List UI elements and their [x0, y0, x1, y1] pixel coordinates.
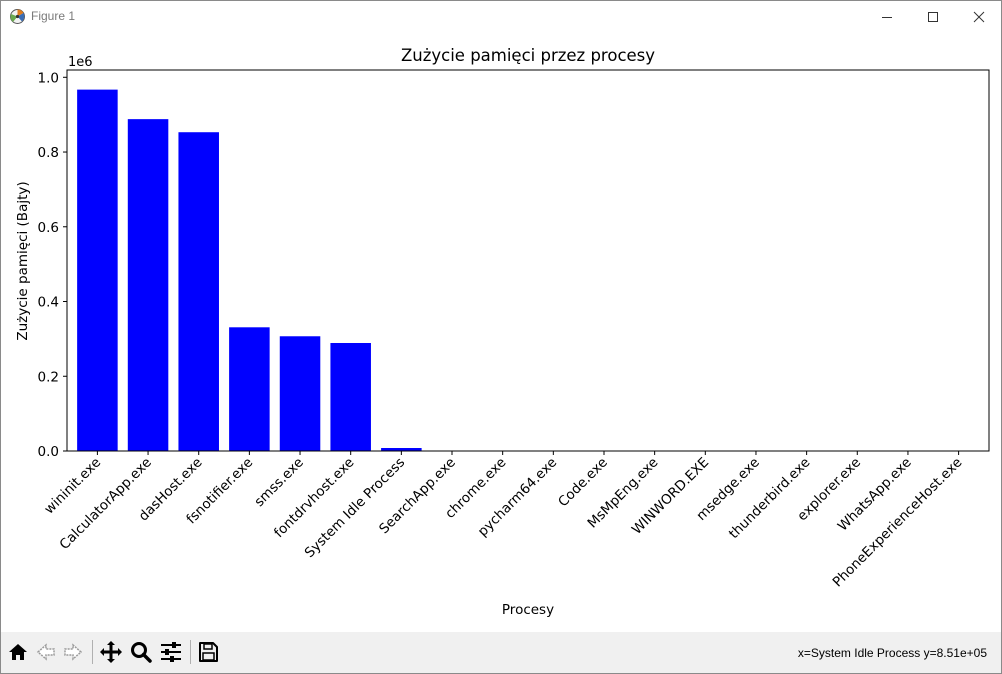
matplotlib-figure-icon — [10, 9, 25, 24]
window-title: Figure 1 — [31, 9, 76, 23]
bar — [178, 132, 219, 451]
pan-move-icon — [100, 641, 122, 663]
x-tick-label: System Idle Process — [302, 455, 409, 562]
configure-subplots-button[interactable] — [157, 638, 185, 666]
zoom-magnifier-icon — [131, 642, 152, 663]
maximize-button[interactable] — [910, 1, 956, 32]
save-button[interactable] — [194, 638, 222, 666]
back-arrow-icon — [36, 643, 55, 661]
y-tick-label: 1.0 — [38, 70, 59, 86]
x-tick-label: CalculatorApp.exe — [56, 455, 154, 553]
toolbar-separator — [92, 640, 93, 664]
y-offset-label: 1e6 — [68, 55, 93, 70]
zoom-button[interactable] — [127, 638, 155, 666]
home-button[interactable] — [4, 638, 32, 666]
axes-frame — [66, 69, 990, 452]
y-tick-label: 0.6 — [38, 220, 59, 236]
plot-canvas[interactable]: Zużycie pamięci przez procesy 1e6 0.0 0.2… — [1, 32, 1001, 632]
bars-group — [77, 89, 979, 452]
configure-subplots-icon — [161, 642, 181, 662]
x-axis-label: Procesy — [502, 602, 554, 618]
pan-button[interactable] — [97, 638, 125, 666]
bar — [330, 342, 371, 451]
y-tick-label: 0.8 — [38, 145, 59, 161]
y-tick-label: 0.2 — [38, 369, 59, 385]
bar — [229, 327, 270, 451]
bar — [127, 119, 169, 452]
bar — [279, 336, 321, 451]
x-axis: wininit.exeCalculatorApp.exedasHost.exef… — [41, 451, 965, 590]
title-bar[interactable]: Figure 1 — [1, 1, 1001, 32]
forward-button[interactable] — [59, 638, 87, 666]
bar-chart[interactable]: Zużycie pamięci przez procesy 1e6 0.0 0.2… — [1, 32, 1001, 632]
forward-arrow-icon — [64, 643, 83, 661]
navigation-toolbar: x=System Idle Process y=8.51e+05 — [1, 632, 1001, 673]
close-icon — [973, 11, 985, 22]
y-tick-label: 0.4 — [38, 295, 59, 311]
bar — [77, 89, 118, 452]
y-axis-label: Zużycie pamięci (Bajty) — [15, 181, 31, 340]
bar — [381, 448, 422, 451]
chart-title: Zużycie pamięci przez procesy — [401, 46, 655, 65]
y-tick-label: 0.0 — [38, 444, 59, 460]
y-axis: 0.0 0.2 0.4 0.6 0.8 1.0 — [38, 70, 67, 460]
cursor-coordinates: x=System Idle Process y=8.51e+05 — [797, 646, 987, 660]
minimize-icon — [882, 16, 892, 18]
close-button[interactable] — [956, 1, 1002, 32]
home-icon — [9, 644, 27, 660]
maximize-icon — [928, 11, 938, 22]
save-floppy-icon — [199, 642, 218, 662]
toolbar-separator — [190, 640, 191, 664]
minimize-button[interactable] — [864, 1, 910, 32]
back-button[interactable] — [32, 638, 60, 666]
